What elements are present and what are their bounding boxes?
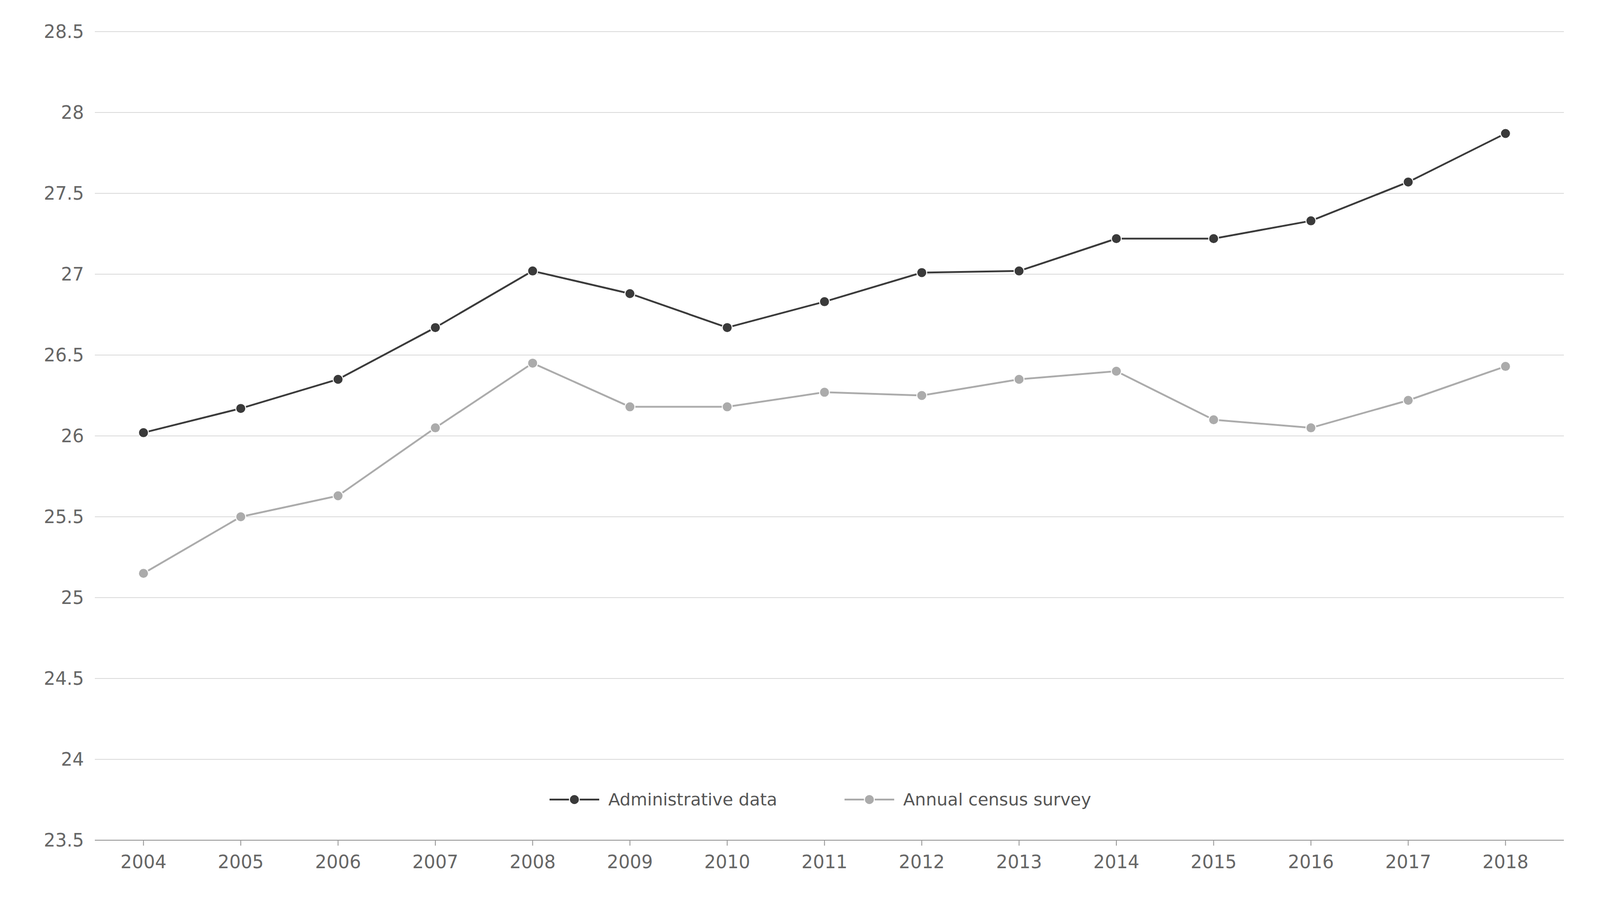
x-tick xyxy=(337,839,339,846)
legend-marker xyxy=(569,794,580,805)
grid-line xyxy=(94,273,1564,275)
series-line xyxy=(143,133,1506,433)
x-tick xyxy=(531,839,533,846)
point xyxy=(1306,215,1316,226)
point xyxy=(333,490,344,501)
x-tick-label: 2005 xyxy=(217,851,264,873)
x-tick-label: 2014 xyxy=(1093,851,1140,873)
point xyxy=(138,427,149,438)
y-tick-label: 27 xyxy=(60,263,84,285)
x-tick xyxy=(1212,839,1214,846)
point xyxy=(1014,374,1025,385)
point xyxy=(430,422,441,433)
y-tick-label: 26 xyxy=(60,425,84,447)
point xyxy=(1208,233,1219,244)
point xyxy=(625,288,635,299)
x-tick-label: 2013 xyxy=(996,851,1043,873)
x-tick-label: 2017 xyxy=(1385,851,1432,873)
grid-line xyxy=(94,839,1564,841)
grid-line xyxy=(94,677,1564,679)
point xyxy=(1403,395,1414,406)
x-tick xyxy=(434,839,436,846)
series-line xyxy=(143,363,1506,574)
x-tick xyxy=(921,839,923,846)
point xyxy=(430,322,441,333)
y-tick-label: 24.5 xyxy=(43,667,84,689)
x-axis-line xyxy=(94,839,1564,841)
y-tick-label: 23.5 xyxy=(43,829,84,851)
x-tick-label: 2018 xyxy=(1482,851,1529,873)
x-tick-label: 2007 xyxy=(412,851,459,873)
point xyxy=(1208,414,1219,425)
grid-line xyxy=(94,192,1564,194)
legend-marker xyxy=(864,794,875,805)
y-tick-label: 25.5 xyxy=(43,506,84,528)
point xyxy=(1500,361,1511,372)
point xyxy=(916,267,927,278)
legend-label: Administrative data xyxy=(608,789,778,810)
x-tick xyxy=(1018,839,1020,846)
data xyxy=(138,128,1511,579)
grid xyxy=(94,31,1564,840)
x-tick xyxy=(824,839,826,846)
y-tick-label: 24 xyxy=(60,748,84,770)
point xyxy=(1500,128,1511,139)
grid-line xyxy=(94,354,1564,356)
point xyxy=(235,511,246,522)
x-tick xyxy=(1310,839,1312,846)
grid-line xyxy=(94,597,1564,598)
x-tick-label: 2009 xyxy=(606,851,654,873)
x-tick-label: 2006 xyxy=(315,851,362,873)
axes: 23.5 24 24.5 25 25.5 26 26.5 27 27.5 28 28.5 2004 20… xyxy=(43,21,1564,873)
y-tick-label: 25 xyxy=(60,587,84,608)
x-tick-label: 2016 xyxy=(1287,851,1335,873)
x-tick-label: 2011 xyxy=(801,851,848,873)
point xyxy=(819,387,830,397)
point xyxy=(333,374,344,385)
x-tick-label: 2015 xyxy=(1190,851,1237,873)
point xyxy=(527,265,538,276)
point xyxy=(1111,366,1122,377)
point xyxy=(819,296,830,307)
legend: Administrative data Annual census survey xyxy=(549,789,1092,810)
x-tick-label: 2012 xyxy=(898,851,945,873)
point xyxy=(1111,233,1122,244)
point xyxy=(138,568,149,579)
x-tick xyxy=(629,839,631,846)
y-tick-label: 28.5 xyxy=(43,21,84,42)
x-tick xyxy=(1505,839,1507,846)
point xyxy=(625,401,635,412)
legend-label: Annual census survey xyxy=(903,789,1092,810)
x-tick-label: 2004 xyxy=(120,851,167,873)
background xyxy=(0,0,1600,917)
point xyxy=(1014,265,1025,276)
x-tick xyxy=(143,839,145,846)
point xyxy=(1306,422,1316,433)
x-tick xyxy=(1115,839,1117,846)
grid-line xyxy=(94,758,1564,760)
point xyxy=(527,358,538,369)
point xyxy=(1403,177,1414,187)
y-tick-label: 26.5 xyxy=(43,344,84,366)
grid-line xyxy=(94,516,1564,518)
point xyxy=(916,390,927,401)
y-tick-label: 28 xyxy=(60,102,84,123)
x-tick-label: 2008 xyxy=(509,851,556,873)
grid-line xyxy=(94,31,1564,33)
x-tick xyxy=(1407,839,1409,846)
grid-line xyxy=(94,435,1564,437)
grid-line xyxy=(94,111,1564,113)
point xyxy=(722,322,733,333)
y-tick-label: 27.5 xyxy=(43,182,84,204)
x-tick xyxy=(726,839,728,846)
x-tick xyxy=(240,839,242,846)
point xyxy=(235,403,246,414)
point xyxy=(722,401,733,412)
x-tick-label: 2010 xyxy=(704,851,751,873)
chart: 23.5 24 24.5 25 25.5 26 26.5 27 27.5 28 28.5 2004 20… xyxy=(0,0,1600,917)
